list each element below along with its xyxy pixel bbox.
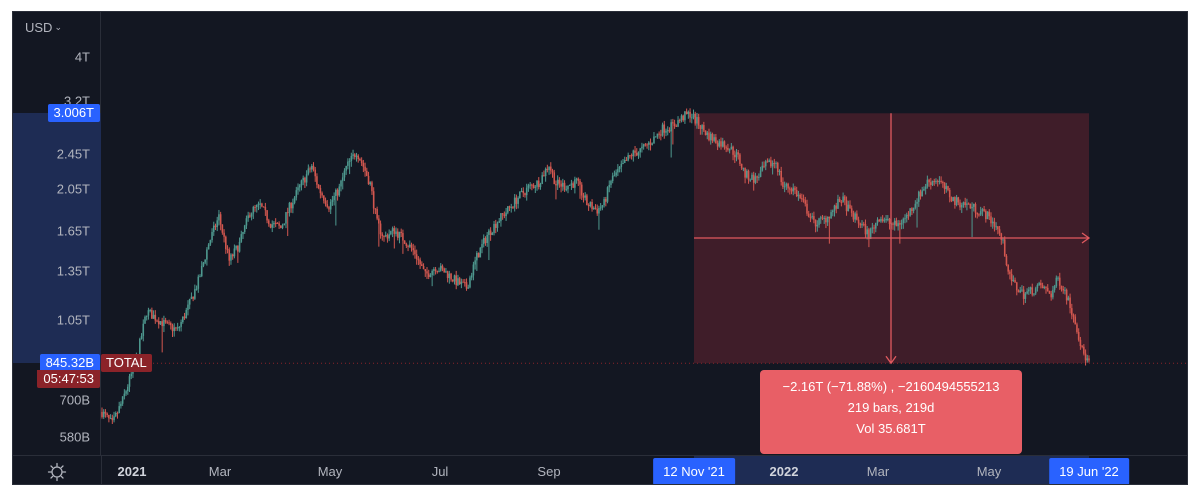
price-range-highlight — [13, 113, 101, 364]
time-tick-label: 2021 — [117, 464, 147, 479]
range-start-date-tag: 12 Nov '21 — [653, 458, 735, 484]
time-tick-label: May — [317, 464, 343, 479]
time-range-highlight — [694, 456, 1089, 484]
price-axis[interactable]: USD ⌄ 4T 3.2T 2.45T 2.05T 1.65T 1.35T 1.05T 700B… — [13, 12, 101, 455]
arrow-right-icon — [1081, 232, 1091, 244]
range-end-date-tag: 19 Jun '22 — [1049, 458, 1129, 484]
price-tick-label: 1.35T — [56, 263, 90, 279]
time-tick-label: Mar — [866, 464, 890, 479]
time-tick-label: Sep — [537, 464, 561, 479]
currency-selector[interactable]: USD ⌄ — [25, 20, 62, 35]
price-tick-label: 580B — [59, 429, 90, 445]
measure-change: −2.16T (−71.88%) , −2160494555213 — [782, 379, 1000, 394]
candlestick-plot[interactable] — [13, 12, 1188, 455]
price-tick-label: 700B — [59, 392, 90, 408]
time-tick-label: Mar — [208, 464, 232, 479]
measure-tooltip: −2.16T (−71.88%) , −2160494555213 219 ba… — [760, 370, 1022, 454]
symbol-label-total: TOTAL — [101, 354, 152, 373]
price-tick-label: 2.45T — [56, 146, 90, 162]
time-axis[interactable]: 2021 Mar May Jul Sep 2022 Mar May 12 Nov '21 19… — [13, 455, 1187, 484]
measure-bars: 219 bars, 219d — [847, 400, 935, 415]
measure-volume: Vol 35.681T — [856, 421, 926, 436]
time-tick-label: 2022 — [769, 464, 799, 479]
arrow-down-icon — [885, 355, 897, 365]
chevron-down-icon: ⌄ — [54, 22, 62, 32]
price-tick-label: 1.05T — [56, 312, 90, 328]
currency-label: USD — [25, 20, 53, 35]
candles — [101, 108, 1090, 424]
last-price-tag: 845.32B — [39, 354, 100, 373]
bar-countdown-tag: 05:47:53 — [37, 370, 100, 389]
price-tick-label: 2.05T — [56, 181, 90, 197]
settings-gear-icon[interactable] — [47, 462, 67, 482]
price-tick-label: 4T — [74, 49, 90, 65]
axis-corner-divider — [101, 456, 102, 484]
time-tick-label: May — [976, 464, 1002, 479]
price-tick-label: 1.65T — [56, 223, 90, 239]
chart-frame: USD ⌄ 4T 3.2T 2.45T 2.05T 1.65T 1.35T 1.05T 700B… — [12, 11, 1188, 485]
measure-top-price-tag: 3.006T — [47, 104, 100, 123]
time-tick-label: Jul — [431, 464, 449, 479]
